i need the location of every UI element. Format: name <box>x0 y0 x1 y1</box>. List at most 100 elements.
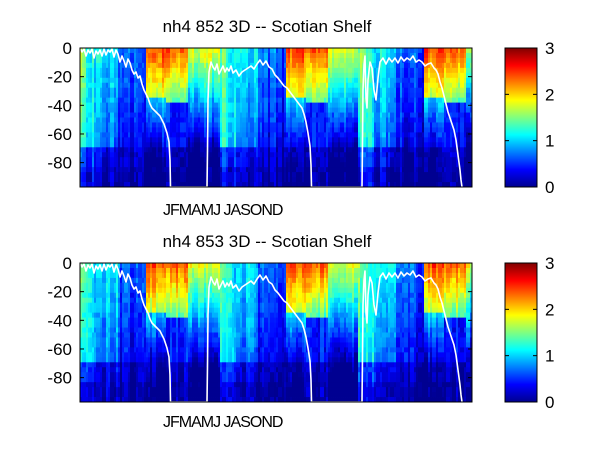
heatmap-cell <box>98 157 101 163</box>
heatmap-cell <box>276 48 279 54</box>
heatmap-cell <box>150 57 153 64</box>
heatmap-cell <box>428 167 431 173</box>
heatmap-cell <box>144 82 147 89</box>
heatmap-cell <box>298 182 301 187</box>
heatmap-cell <box>404 132 407 138</box>
heatmap-cell <box>162 67 165 74</box>
heatmap-cell <box>190 157 193 163</box>
heatmap-cell <box>350 142 353 148</box>
heatmap-cell <box>154 48 157 54</box>
heatmap-cell <box>294 147 297 153</box>
heatmap-cell <box>426 107 429 113</box>
heatmap-cell <box>314 177 317 183</box>
heatmap-cell <box>372 162 375 168</box>
heatmap-cell <box>274 152 277 158</box>
heatmap-cell <box>404 67 407 74</box>
heatmap-cell <box>154 182 157 187</box>
heatmap-cell <box>82 157 85 163</box>
heatmap-cell <box>110 52 113 59</box>
heatmap-cell <box>154 92 157 99</box>
heatmap-cell <box>300 92 303 99</box>
heatmap-cell <box>178 62 181 69</box>
heatmap-cell <box>112 77 115 84</box>
heatmap-cell <box>416 67 419 74</box>
heatmap-cell <box>278 67 281 74</box>
heatmap-cell <box>222 112 225 118</box>
heatmap-cell <box>406 82 409 89</box>
heatmap-cell <box>192 112 195 118</box>
heatmap-cell <box>222 67 225 74</box>
heatmap-cell <box>404 172 407 178</box>
heatmap-cell <box>386 157 389 163</box>
heatmap-cell <box>238 177 241 183</box>
heatmap-cell <box>88 67 91 74</box>
heatmap-cell <box>310 137 313 143</box>
heatmap-cell <box>298 137 301 143</box>
heatmap-cell <box>384 132 387 138</box>
heatmap-cell <box>204 62 207 69</box>
heatmap-cell <box>96 57 99 64</box>
heatmap-cell <box>160 112 163 118</box>
heatmap-cell <box>148 92 151 99</box>
heatmap-cell <box>168 67 171 74</box>
heatmap-cell <box>388 48 391 54</box>
heatmap-cell <box>310 92 313 99</box>
heatmap-cell <box>218 167 221 173</box>
heatmap-cell <box>88 87 91 94</box>
heatmap-cell <box>230 152 233 158</box>
heatmap-cell <box>360 182 363 187</box>
heatmap-cell <box>374 177 377 183</box>
heatmap-cell <box>224 107 227 113</box>
heatmap-cell <box>312 167 315 173</box>
heatmap-cell <box>274 172 277 178</box>
heatmap-cell <box>378 102 381 108</box>
heatmap-cell <box>358 97 361 103</box>
heatmap-cell <box>250 162 253 168</box>
heatmap-cell <box>132 107 135 113</box>
heatmap-cell <box>290 57 293 64</box>
heatmap-cell <box>116 92 119 99</box>
heatmap-cell <box>354 177 357 183</box>
heatmap-cell <box>402 152 405 158</box>
heatmap-cell <box>408 132 411 138</box>
heatmap-cell <box>270 82 273 89</box>
heatmap-cell <box>308 152 311 158</box>
heatmap-cell <box>194 177 197 183</box>
heatmap-cell <box>408 92 411 99</box>
heatmap-cell <box>96 127 99 133</box>
heatmap-cell <box>154 167 157 173</box>
heatmap-cell <box>326 107 329 113</box>
heatmap-cell <box>204 82 207 89</box>
heatmap-cell <box>112 147 115 153</box>
heatmap-cell <box>286 112 289 118</box>
heatmap-cell <box>118 62 121 69</box>
heatmap-cell <box>306 82 309 89</box>
heatmap-cell <box>264 167 267 173</box>
heatmap-cell <box>328 97 331 103</box>
heatmap-cell <box>252 117 255 123</box>
heatmap-cell <box>354 87 357 94</box>
heatmap-cell <box>250 92 253 99</box>
heatmap-cell <box>180 132 183 138</box>
heatmap-cell <box>416 182 419 187</box>
heatmap-cell <box>160 82 163 89</box>
heatmap-cell <box>124 132 127 138</box>
heatmap-cell <box>384 92 387 99</box>
heatmap-cell <box>160 72 163 79</box>
heatmap-cell <box>230 92 233 99</box>
heatmap-cell <box>408 117 411 123</box>
heatmap-cell <box>100 67 103 74</box>
heatmap-cell <box>108 157 111 163</box>
heatmap-cell <box>140 82 143 89</box>
heatmap-cell <box>376 172 379 178</box>
heatmap-cell <box>98 122 101 128</box>
heatmap-cell <box>344 102 347 108</box>
heatmap-cell <box>290 142 293 148</box>
heatmap-cell <box>412 112 415 118</box>
heatmap-cell <box>138 77 141 84</box>
heatmap-cell <box>328 132 331 138</box>
heatmap-cell <box>354 92 357 99</box>
heatmap-cell <box>152 57 155 64</box>
heatmap-cell <box>92 82 95 89</box>
heatmap-cell <box>276 142 279 148</box>
